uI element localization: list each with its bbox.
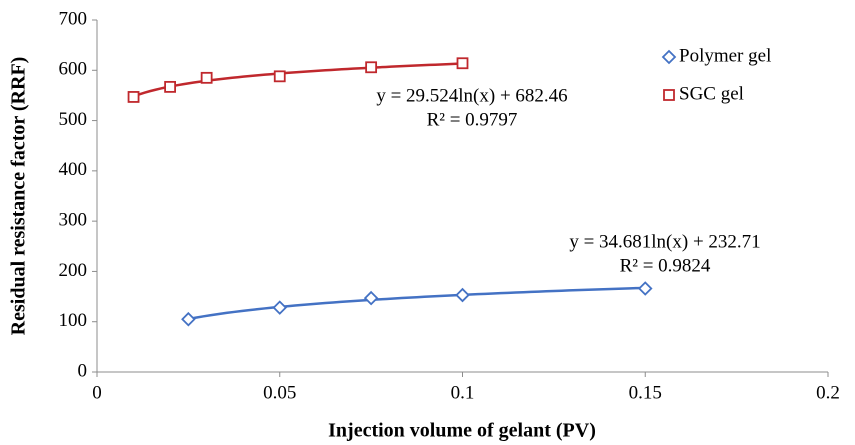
marker [456, 57, 469, 70]
y-tick-label: 400 [59, 159, 88, 180]
x-tick-label: 0.05 [263, 382, 296, 403]
legend-label: SGC gel [679, 83, 744, 104]
x-tick-label: 0.1 [451, 382, 475, 403]
trendline-equation: y = 34.681ln(x) + 232.71 [569, 231, 760, 252]
marker [637, 281, 653, 296]
marker [272, 300, 288, 315]
marker [661, 49, 677, 65]
trendline-r-squared: R² = 0.9797 [427, 109, 518, 130]
marker [273, 70, 286, 83]
marker [363, 290, 379, 306]
trendline [133, 62, 463, 98]
trendline-equation: y = 29.524ln(x) + 682.46 [376, 85, 567, 106]
x-tick-label: 0.2 [816, 382, 840, 403]
legend-label: Polymer gel [679, 45, 771, 66]
y-tick-label: 100 [59, 310, 88, 331]
x-tick-label: 0 [92, 382, 102, 403]
x-tick-label: 0.15 [629, 382, 662, 403]
marker [127, 91, 140, 103]
trendline [188, 286, 646, 321]
x-axis-title: Injection volume of gelant (PV) [328, 420, 596, 442]
y-axis-title: Residual resistance factor (RRF) [8, 57, 30, 336]
y-tick-label: 200 [59, 260, 88, 281]
y-tick-label: 700 [59, 8, 88, 29]
y-tick-label: 300 [59, 210, 88, 231]
y-tick-label: 600 [59, 59, 88, 80]
marker [663, 89, 675, 101]
trendline-r-squared: R² = 0.9824 [620, 255, 711, 276]
marker [365, 61, 378, 74]
marker [164, 80, 177, 93]
y-tick-label: 500 [59, 109, 88, 130]
marker [181, 311, 196, 327]
marker [200, 71, 213, 84]
y-tick-label: 0 [78, 360, 88, 381]
marker [455, 287, 470, 303]
